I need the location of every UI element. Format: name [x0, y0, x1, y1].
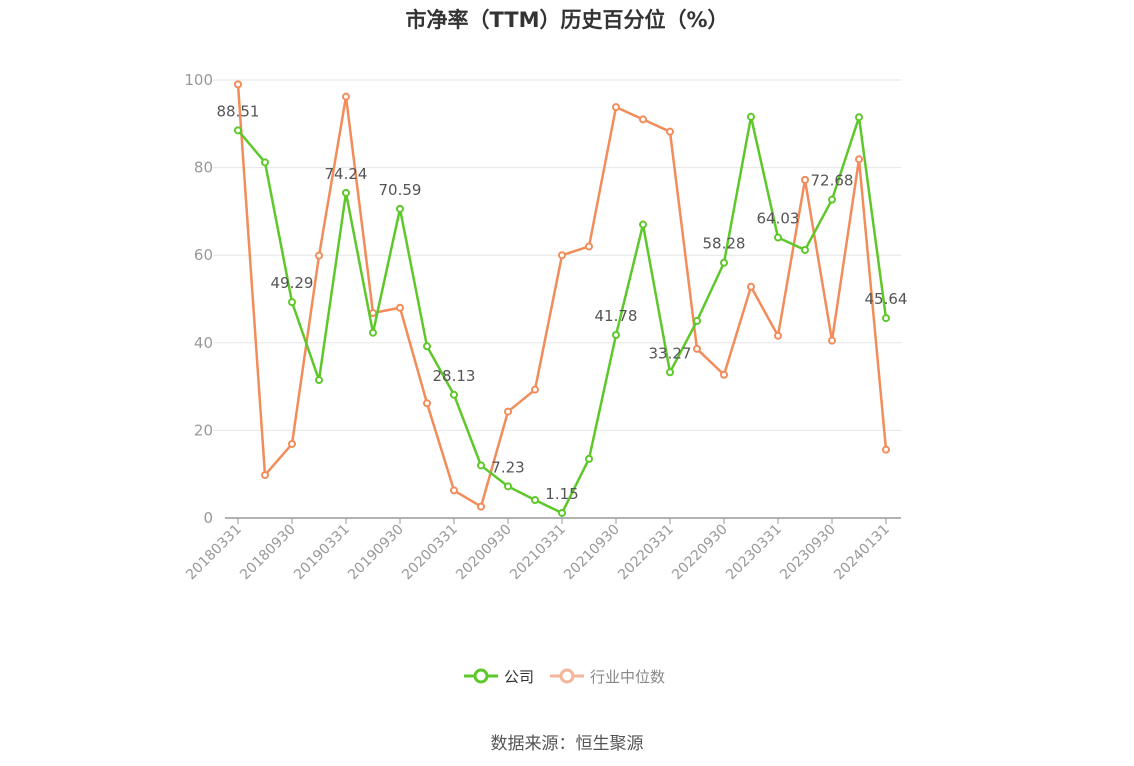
data-point-industry [747, 282, 755, 291]
x-tick-label: 20240131 [831, 522, 893, 584]
data-point-company [558, 508, 566, 517]
x-tick-label: 20230331 [723, 522, 785, 584]
data-label: 41.78 [595, 307, 638, 325]
data-point-company [585, 454, 593, 463]
data-point-industry [585, 242, 593, 251]
x-tick-label: 20190930 [345, 522, 407, 584]
data-point-company [693, 316, 701, 325]
data-point-company [342, 188, 350, 197]
data-point-industry [261, 471, 269, 480]
data-point-industry [450, 486, 458, 495]
data-label: 7.23 [491, 458, 524, 476]
data-point-company [477, 461, 485, 470]
data-point-company [450, 390, 458, 399]
data-point-industry [693, 344, 701, 353]
data-label: 74.24 [325, 165, 368, 183]
x-tick-label: 20200331 [399, 522, 461, 584]
data-label: 70.59 [379, 181, 422, 199]
y-tick-label: 60 [194, 246, 213, 264]
data-point-industry [801, 175, 809, 184]
data-point-company [666, 368, 674, 377]
data-point-company [801, 245, 809, 254]
y-tick-label: 100 [184, 71, 213, 89]
data-point-company [747, 112, 755, 121]
legend-label-company: 公司 [504, 667, 535, 686]
data-label: 58.28 [703, 235, 746, 253]
data-source: 数据来源：恒生聚源 [490, 734, 644, 754]
data-point-company [504, 482, 512, 491]
y-tick-label: 40 [194, 334, 213, 352]
x-tick-label: 20200930 [453, 522, 515, 584]
legend: 公司 行业中位数 [0, 664, 1134, 688]
data-label: 45.64 [865, 290, 908, 308]
data-point-industry [504, 407, 512, 416]
data-point-company [855, 113, 863, 122]
series-line-industry [236, 84, 888, 508]
data-point-company [234, 126, 242, 135]
data-label: 64.03 [757, 210, 800, 228]
x-tick-label: 20210930 [561, 522, 623, 584]
data-point-industry [234, 80, 242, 89]
data-point-industry [828, 336, 836, 345]
data-point-company [720, 258, 728, 267]
data-point-company [261, 158, 269, 167]
data-point-industry [315, 251, 323, 260]
legend-item-industry[interactable]: 行业中位数 [550, 664, 665, 688]
data-point-company [639, 220, 647, 229]
series-layer [234, 80, 890, 517]
x-tick-label: 20230930 [777, 522, 839, 584]
x-tick-label: 20210331 [507, 522, 569, 584]
data-label: 49.29 [271, 274, 314, 292]
data-point-company [369, 328, 377, 337]
data-point-industry [612, 103, 620, 112]
data-point-industry [855, 155, 863, 164]
grid-layer [213, 79, 901, 431]
data-point-company [612, 331, 620, 340]
data-point-industry [288, 439, 296, 448]
data-label: 72.68 [811, 172, 854, 190]
x-tick-label: 20220331 [615, 522, 677, 584]
y-tick-label: 80 [194, 159, 213, 177]
data-point-industry [423, 399, 431, 408]
data-label: 88.51 [217, 102, 260, 120]
y-tick-label: 20 [194, 421, 213, 439]
data-point-industry [882, 445, 890, 454]
data-point-company [882, 314, 890, 323]
x-tick-label: 20180331 [183, 522, 245, 584]
data-label: 28.13 [433, 367, 476, 385]
data-point-industry [369, 309, 377, 318]
legend-item-company[interactable]: 公司 [464, 664, 534, 688]
data-point-company [315, 376, 323, 385]
data-point-company [774, 233, 782, 242]
data-label-layer: 88.51 49.29 74.24 70.59 28.13 7.23 1.15 41.78 33… [217, 102, 908, 503]
data-point-company [423, 342, 431, 351]
legend-marker-industry [550, 668, 584, 684]
data-point-company [531, 496, 539, 505]
line-chart: 0 20 40 60 80 100 2018033120180930201903312019… [183, 71, 908, 583]
legend-marker-company [464, 668, 498, 684]
data-point-industry [639, 115, 647, 124]
legend-label-industry: 行业中位数 [590, 667, 666, 686]
data-point-industry [477, 502, 485, 511]
data-label: 33.27 [649, 344, 692, 362]
data-label: 1.15 [545, 485, 578, 503]
data-point-industry [666, 127, 674, 136]
data-point-industry [774, 331, 782, 340]
x-tick-label: 20180930 [237, 522, 299, 584]
data-point-industry [558, 251, 566, 260]
data-point-industry [396, 303, 404, 312]
data-point-industry [720, 370, 728, 379]
chart-title: 市净率（TTM）历史百分位（%） [405, 8, 729, 32]
data-point-company [396, 204, 404, 213]
y-tick-label: 0 [203, 509, 213, 527]
x-tick-label: 20220930 [669, 522, 731, 584]
x-tick-label: 20190331 [291, 522, 353, 584]
data-point-company [828, 195, 836, 204]
data-point-industry [531, 385, 539, 394]
axis-layer: 0 20 40 60 80 100 2018033120180930201903312019… [183, 71, 901, 583]
data-point-company [288, 298, 296, 307]
data-point-industry [342, 92, 350, 101]
